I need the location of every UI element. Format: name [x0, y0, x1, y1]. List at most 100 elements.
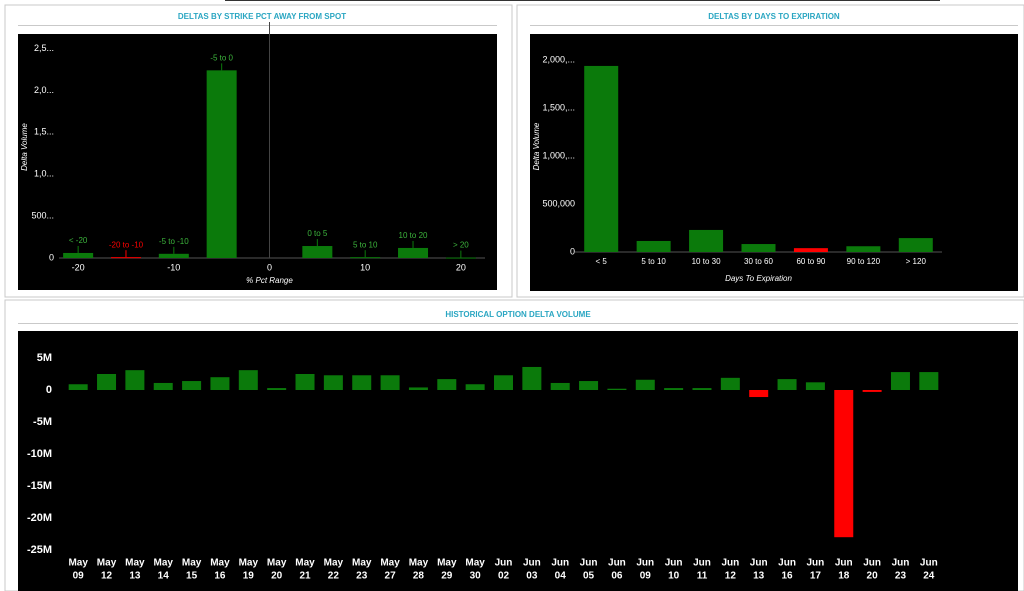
y-tick-label: 500,000	[542, 198, 575, 208]
y-tick-label: -20M	[27, 512, 52, 524]
y-tick-label: 1,000,...	[542, 150, 575, 160]
x-tick-label: 15	[186, 571, 198, 582]
bar	[68, 384, 88, 390]
y-tick-label: 1,500,...	[542, 103, 575, 113]
bar	[579, 381, 599, 390]
y-tick-label: 2,5...	[34, 43, 54, 53]
bar	[210, 377, 230, 390]
bar-label: 0 to 5	[307, 229, 328, 238]
x-tick-label: May	[380, 558, 400, 569]
x-tick-label: 12	[101, 571, 113, 582]
x-axis-title: Days To Expiration	[725, 274, 792, 283]
y-tick-label: 0	[570, 246, 575, 256]
x-tick-label: Jun	[523, 558, 541, 569]
bar	[323, 375, 343, 390]
x-tick-label: Jun	[580, 558, 598, 569]
x-tick-label: 18	[838, 571, 850, 582]
x-tick-label: May	[182, 558, 202, 569]
x-tick-label: 23	[356, 571, 368, 582]
bar	[777, 379, 797, 390]
x-tick-label: Jun	[750, 558, 768, 569]
bar-label: -5 to -10	[159, 237, 189, 246]
x-tick-label: Jun	[636, 558, 654, 569]
x-tick-label: May	[68, 558, 88, 569]
bar-label: -5 to 0	[210, 53, 233, 62]
x-tick-label: Jun	[693, 558, 711, 569]
x-tick-label: 20	[456, 262, 466, 272]
x-tick-label: May	[154, 558, 174, 569]
bar-label: 10 to 20	[399, 231, 428, 240]
x-tick-label: 14	[158, 571, 170, 582]
x-tick-label: 0	[267, 262, 272, 272]
bar-label: 5 to 10	[353, 240, 378, 249]
x-tick-label: Jun	[807, 558, 825, 569]
x-tick-label: Jun	[863, 558, 881, 569]
bar	[295, 374, 315, 390]
bar	[793, 248, 828, 252]
x-tick-label: 60 to 90	[796, 257, 825, 266]
bar	[97, 374, 117, 390]
bar	[862, 390, 882, 392]
x-tick-label: 10	[360, 262, 370, 272]
bar	[206, 70, 237, 258]
x-tick-label: Jun	[495, 558, 513, 569]
bar	[437, 379, 457, 390]
bar	[494, 375, 513, 390]
bar	[63, 252, 94, 258]
y-tick-label: 0	[46, 384, 52, 396]
bar	[664, 388, 684, 390]
x-tick-label: 5 to 10	[641, 257, 666, 266]
chart-title: DELTAS BY STRIKE PCT AWAY FROM SPOT	[178, 12, 346, 21]
x-tick-label: 20	[271, 571, 283, 582]
x-tick-label: 16	[214, 571, 226, 582]
y-tick-label: -10M	[27, 448, 52, 460]
x-tick-label: May	[295, 558, 315, 569]
x-tick-label: 09	[640, 571, 652, 582]
x-tick-label: 09	[73, 571, 85, 582]
bar	[445, 257, 476, 259]
chart-title: DELTAS BY DAYS TO EXPIRATION	[708, 12, 840, 21]
x-tick-label: Jun	[778, 558, 796, 569]
x-tick-label: 06	[611, 571, 623, 582]
x-tick-label: 17	[810, 571, 822, 582]
x-tick-label: May	[125, 558, 145, 569]
x-tick-label: Jun	[835, 558, 853, 569]
bar-label: > 20	[453, 241, 469, 250]
x-tick-label: Jun	[721, 558, 739, 569]
y-tick-label: 500...	[31, 210, 54, 220]
x-tick-label: May	[267, 558, 287, 569]
x-axis-title: % Pct Range	[246, 276, 293, 285]
y-tick-label: -25M	[27, 544, 52, 556]
x-tick-label: 05	[583, 571, 595, 582]
y-tick-label: 0	[49, 252, 54, 262]
y-tick-label: -15M	[27, 480, 52, 492]
plot-area	[18, 34, 497, 290]
bar	[398, 247, 429, 258]
bar	[898, 238, 933, 252]
bar	[238, 370, 258, 390]
y-tick-label: 1,5...	[34, 127, 54, 137]
x-tick-label: 21	[299, 571, 311, 582]
bar-label: < -20	[69, 236, 88, 245]
bar	[692, 388, 712, 390]
bar	[522, 366, 542, 390]
x-tick-label: 23	[895, 571, 907, 582]
bar	[720, 377, 740, 390]
bar	[350, 257, 381, 259]
x-tick-label: 03	[526, 571, 538, 582]
bar	[158, 253, 189, 258]
x-tick-label: 90 to 120	[847, 257, 881, 266]
bar	[689, 229, 724, 252]
x-tick-label: 13	[753, 571, 765, 582]
bar	[125, 370, 145, 390]
bar	[182, 381, 202, 390]
bar	[465, 384, 485, 390]
x-tick-label: May	[324, 558, 344, 569]
bar	[635, 379, 655, 390]
x-tick-label: 19	[243, 571, 255, 582]
x-tick-label: 11	[697, 571, 708, 582]
y-tick-label: 1,0...	[34, 169, 54, 179]
bar	[919, 372, 939, 390]
plot-area	[18, 331, 1018, 591]
